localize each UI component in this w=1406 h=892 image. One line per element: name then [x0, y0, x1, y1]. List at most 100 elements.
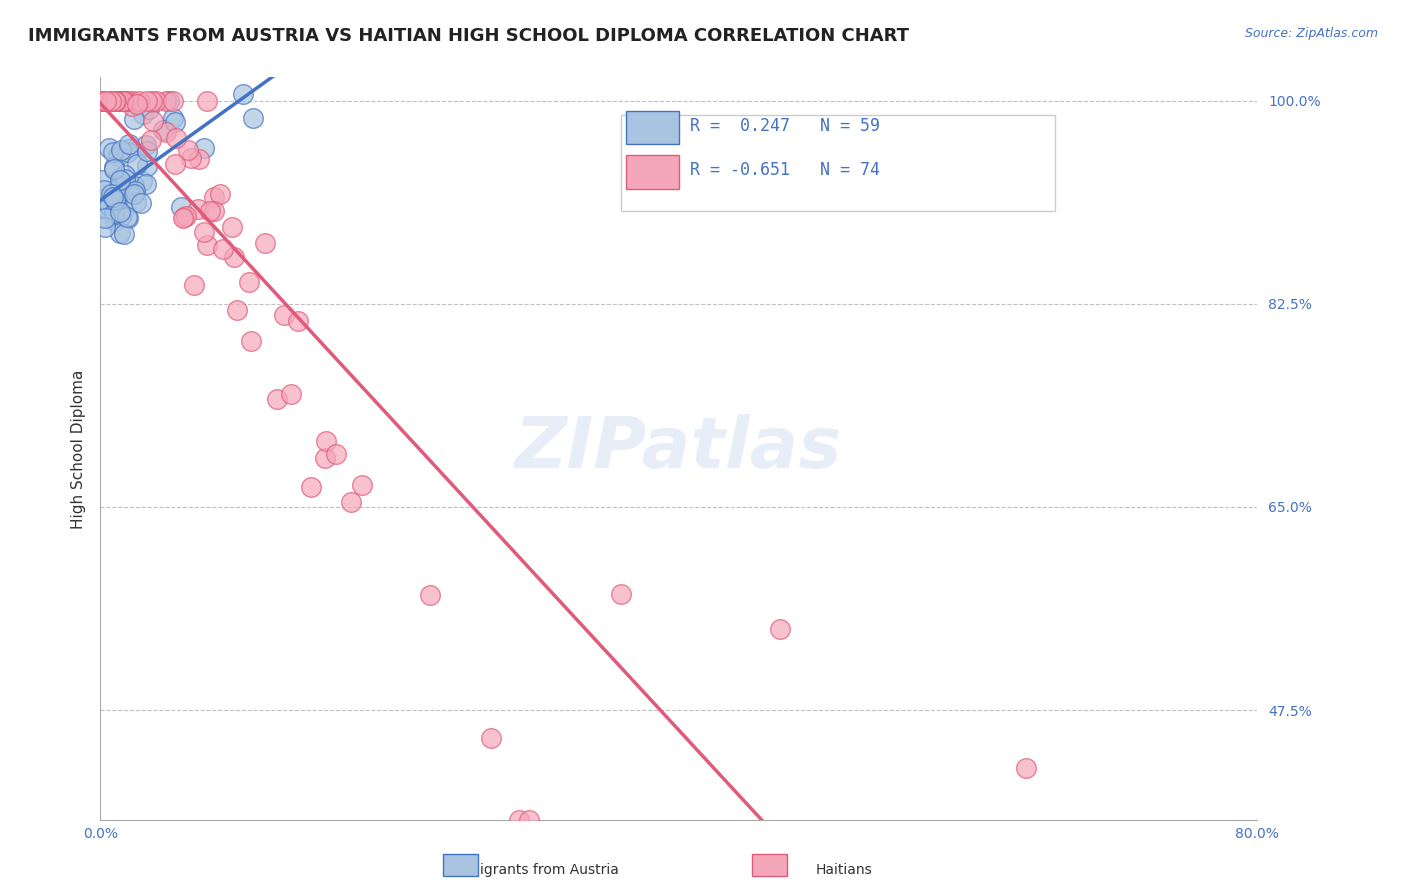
Text: R = -0.651   N = 74: R = -0.651 N = 74	[690, 161, 880, 179]
Point	[122, 94, 145, 108]
Point	[108, 94, 131, 108]
Point	[232, 87, 254, 101]
Point	[135, 177, 157, 191]
Point	[135, 145, 157, 159]
Point	[155, 125, 177, 139]
Point	[107, 204, 129, 219]
Point	[101, 145, 124, 159]
Text: Haitians: Haitians	[815, 863, 872, 877]
Point	[132, 107, 155, 121]
Point	[104, 94, 127, 108]
Point	[136, 160, 159, 174]
Point	[266, 392, 288, 406]
Point	[104, 94, 127, 108]
Point	[121, 98, 143, 112]
Point	[107, 94, 129, 108]
Point	[114, 172, 136, 186]
Point	[125, 195, 148, 210]
Point	[138, 102, 160, 116]
Point	[145, 94, 167, 108]
Point	[135, 138, 157, 153]
Point	[108, 171, 131, 186]
Point	[112, 94, 135, 108]
Point	[112, 203, 135, 218]
Point	[117, 145, 139, 160]
Point	[142, 114, 165, 128]
Point	[118, 142, 141, 156]
Point	[110, 176, 132, 190]
Point	[117, 94, 139, 108]
Y-axis label: High School Diploma: High School Diploma	[72, 369, 86, 529]
Point	[280, 387, 302, 401]
Point	[170, 200, 193, 214]
Point	[238, 275, 260, 289]
Point	[188, 153, 211, 167]
Point	[202, 190, 225, 204]
Point	[165, 131, 187, 145]
Point	[172, 211, 194, 225]
Point	[314, 451, 336, 466]
Point	[100, 94, 122, 108]
Point	[104, 94, 127, 108]
Point	[108, 204, 131, 219]
Point	[108, 172, 131, 186]
Point	[125, 157, 148, 171]
Point	[112, 94, 135, 108]
Point	[108, 227, 131, 241]
Point	[110, 179, 132, 194]
Point	[340, 495, 363, 509]
Point	[103, 206, 125, 220]
Point	[195, 238, 218, 252]
Point	[125, 97, 148, 112]
Point	[122, 179, 145, 194]
Point	[114, 168, 136, 182]
Point	[131, 174, 153, 188]
Point	[165, 115, 187, 129]
Point	[128, 94, 150, 108]
Text: ZIPatlas: ZIPatlas	[515, 415, 842, 483]
Point	[224, 250, 246, 264]
Point	[225, 303, 247, 318]
Point	[165, 156, 187, 170]
Point	[112, 94, 135, 108]
Point	[124, 185, 146, 199]
Point	[155, 94, 177, 108]
Point	[104, 214, 127, 228]
Point	[131, 195, 153, 210]
Point	[108, 94, 131, 108]
Point	[98, 141, 121, 155]
Point	[198, 204, 221, 219]
Text: R =  0.247   N = 59: R = 0.247 N = 59	[690, 117, 880, 135]
Point	[94, 94, 117, 108]
Point	[174, 209, 197, 223]
Point	[110, 94, 132, 108]
Point	[195, 94, 218, 108]
Point	[517, 814, 540, 828]
Point	[152, 122, 174, 136]
Text: Source: ZipAtlas.com: Source: ZipAtlas.com	[1244, 27, 1378, 40]
Point	[180, 151, 202, 165]
Point	[173, 210, 195, 224]
Point	[1014, 761, 1036, 775]
Point	[193, 225, 215, 239]
Point	[107, 149, 129, 163]
Point	[96, 202, 118, 216]
Point	[315, 434, 337, 449]
Point	[122, 112, 145, 127]
Point	[325, 447, 347, 461]
Point	[104, 193, 127, 207]
Text: Immigrants from Austria: Immigrants from Austria	[450, 863, 619, 877]
Point	[91, 173, 114, 187]
Point	[209, 186, 232, 201]
Text: IMMIGRANTS FROM AUSTRIA VS HAITIAN HIGH SCHOOL DIPLOMA CORRELATION CHART: IMMIGRANTS FROM AUSTRIA VS HAITIAN HIGH …	[28, 27, 910, 45]
Point	[273, 308, 295, 322]
Point	[193, 141, 215, 155]
FancyBboxPatch shape	[627, 111, 679, 145]
Point	[100, 187, 122, 202]
Point	[112, 227, 135, 241]
Point	[124, 187, 146, 202]
Point	[110, 209, 132, 223]
Point	[299, 480, 322, 494]
Point	[115, 94, 138, 108]
Point	[253, 236, 276, 251]
